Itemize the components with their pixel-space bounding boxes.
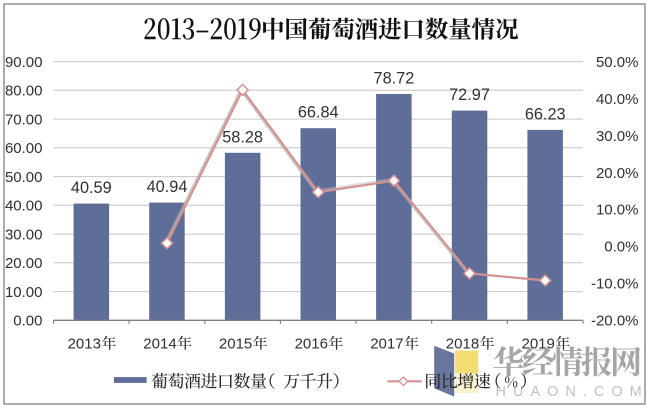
svg-text:40.00: 40.00 (5, 198, 43, 215)
svg-text:2013: 2013 (68, 336, 101, 353)
svg-text:2015: 2015 (219, 336, 252, 353)
svg-text:2016: 2016 (295, 336, 328, 353)
svg-text:66.84: 66.84 (298, 104, 339, 122)
svg-text:40.59: 40.59 (71, 179, 112, 197)
svg-text:70.00: 70.00 (5, 111, 43, 128)
svg-text:-10.0%: -10.0% (591, 276, 639, 293)
svg-text:HUAON.COM: HUAON.COM (496, 384, 649, 400)
svg-text:-20.0%: -20.0% (591, 313, 639, 330)
svg-text:50.00: 50.00 (5, 169, 43, 186)
svg-text:60.00: 60.00 (5, 140, 43, 157)
svg-text:50.0%: 50.0% (596, 54, 639, 71)
svg-text:0.0%: 0.0% (604, 239, 638, 256)
svg-text:58.28: 58.28 (222, 128, 263, 146)
svg-text:10.00: 10.00 (5, 284, 43, 301)
svg-text:2017: 2017 (370, 336, 403, 353)
svg-text:30.00: 30.00 (5, 226, 43, 243)
svg-text:90.00: 90.00 (5, 54, 43, 71)
svg-text:80.00: 80.00 (5, 83, 43, 100)
svg-text:40.0%: 40.0% (596, 91, 639, 108)
svg-text:20.0%: 20.0% (596, 165, 639, 182)
svg-text:40.94: 40.94 (147, 178, 188, 196)
svg-text:20.00: 20.00 (5, 255, 43, 272)
svg-text:2018: 2018 (446, 336, 479, 353)
svg-text:78.72: 78.72 (374, 70, 415, 88)
svg-text:10.0%: 10.0% (596, 202, 639, 219)
svg-text:0.00: 0.00 (13, 313, 42, 330)
svg-text:72.97: 72.97 (449, 86, 490, 104)
svg-text:30.0%: 30.0% (596, 128, 639, 145)
svg-text:2014: 2014 (143, 336, 176, 353)
svg-text:66.23: 66.23 (525, 105, 566, 123)
